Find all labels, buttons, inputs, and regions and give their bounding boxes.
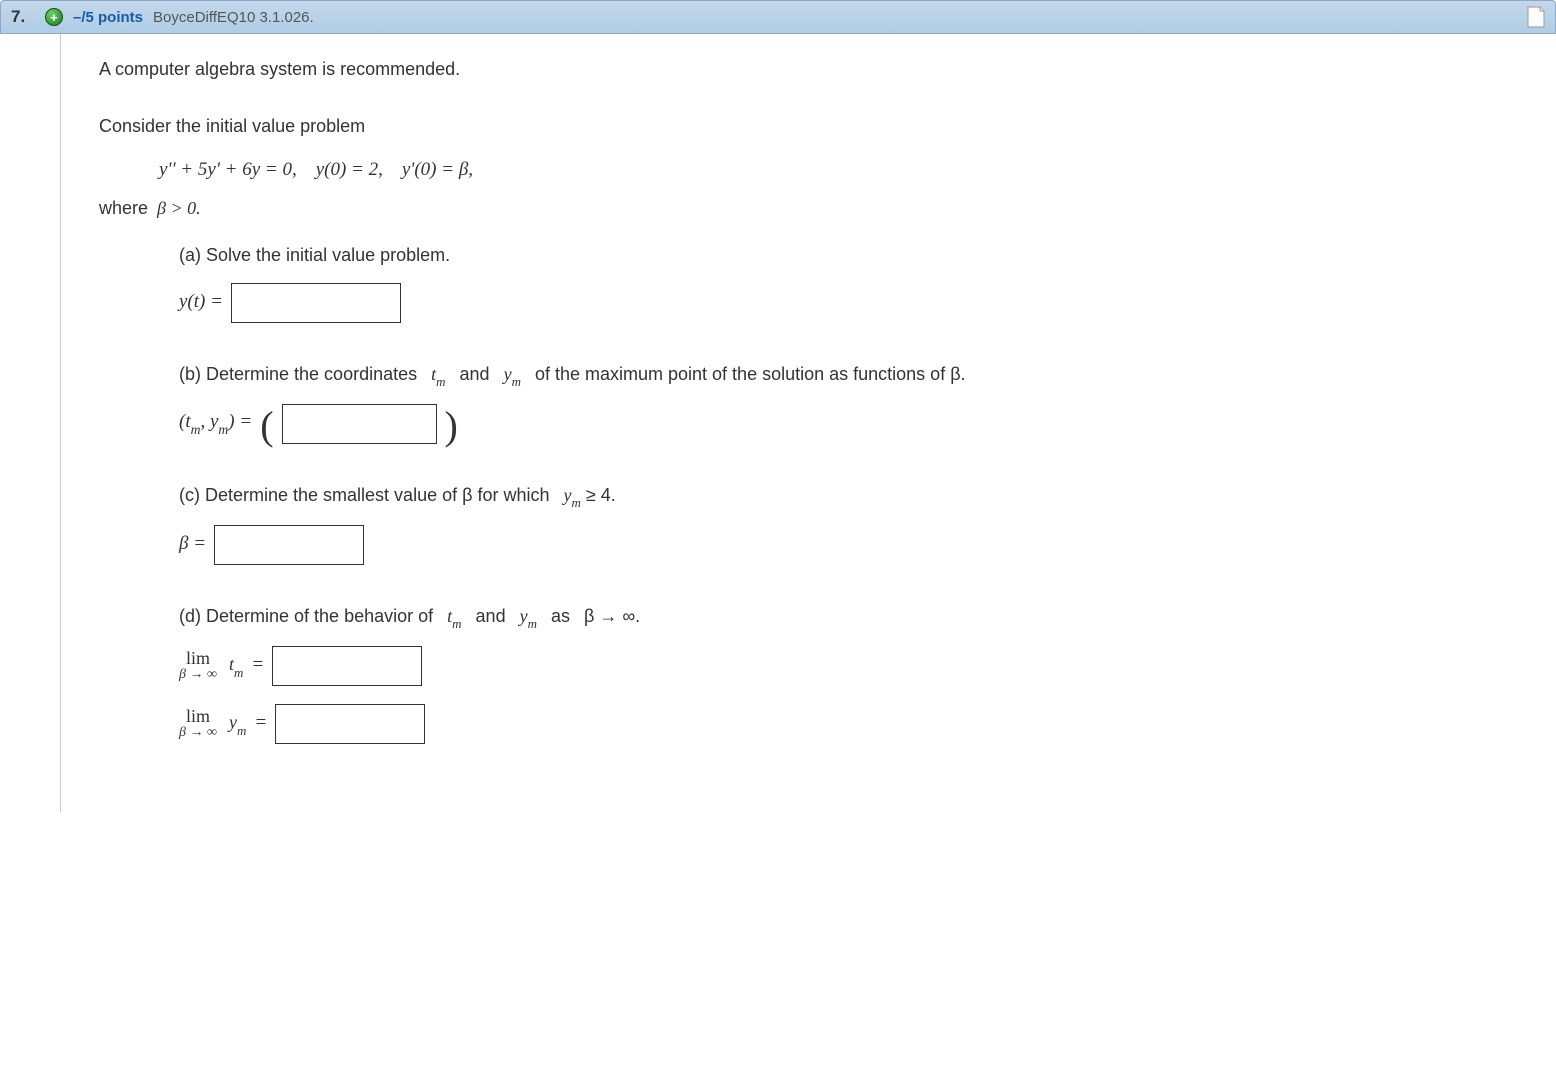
part-b-text: (b) Determine the coordinates tm and ym …: [179, 361, 1526, 390]
points-label: –/5 points: [73, 9, 143, 26]
left-paren: (: [260, 406, 273, 446]
part-c-answer: β =: [179, 525, 1526, 565]
ym-symbol-c: ym: [564, 485, 581, 505]
right-paren: ): [445, 406, 458, 446]
part-d-input-1[interactable]: [272, 646, 422, 686]
eq-2: =: [254, 709, 267, 738]
part-d: (d) Determine of the behavior of tm and …: [179, 603, 1526, 744]
part-d-post: as β → ∞.: [542, 606, 640, 626]
question-header: 7. + –/5 points BoyceDiffEQ10 3.1.026.: [0, 0, 1556, 34]
part-b-pre: (b) Determine the coordinates: [179, 364, 426, 384]
part-a-input[interactable]: [231, 283, 401, 323]
part-a-label: y(t) =: [179, 288, 223, 317]
part-d-answer-1: lim β → ∞ tm =: [179, 646, 1526, 686]
part-b: (b) Determine the coordinates tm and ym …: [179, 361, 1526, 444]
lim1-var: tm: [229, 651, 243, 680]
part-a-text: (a) Solve the initial value problem.: [179, 242, 1526, 269]
lim2-var: ym: [229, 709, 246, 738]
problem-lead: Consider the initial value problem: [99, 113, 1526, 140]
limit-1: lim β → ∞: [179, 649, 217, 683]
eq-1: =: [251, 651, 264, 680]
ym-symbol: ym: [504, 364, 521, 384]
part-d-input-2[interactable]: [275, 704, 425, 744]
part-d-text: (d) Determine of the behavior of tm and …: [179, 603, 1526, 632]
part-b-post: of the maximum point of the solution as …: [526, 364, 966, 384]
part-c: (c) Determine the smallest value of β fo…: [179, 482, 1526, 565]
part-b-label: (tm, ym) =: [179, 408, 252, 438]
part-b-input[interactable]: [282, 404, 437, 444]
where-text: where: [99, 198, 157, 218]
part-a-answer: y(t) =: [179, 283, 1526, 323]
part-a: (a) Solve the initial value problem. y(t…: [179, 242, 1526, 323]
notes-icon[interactable]: [1527, 6, 1545, 28]
assignment-code: BoyceDiffEQ10 3.1.026.: [153, 9, 314, 26]
part-d-and: and: [467, 606, 515, 626]
part-b-answer: (tm, ym) = ( ): [179, 404, 1526, 444]
part-c-label: β =: [179, 530, 206, 559]
part-d-answer-2: lim β → ∞ ym =: [179, 704, 1526, 744]
tm-symbol: tm: [431, 364, 445, 384]
part-c-pre: (c) Determine the smallest value of β fo…: [179, 485, 559, 505]
tm-symbol-d: tm: [447, 606, 461, 626]
expand-icon[interactable]: +: [45, 8, 63, 26]
intro-text: A computer algebra system is recommended…: [99, 56, 1526, 83]
question-body: A computer algebra system is recommended…: [60, 34, 1556, 812]
problem-equation: y'' + 5y' + 6y = 0, y(0) = 2, y'(0) = β,: [99, 146, 1526, 195]
part-c-input[interactable]: [214, 525, 364, 565]
part-c-text: (c) Determine the smallest value of β fo…: [179, 482, 1526, 511]
where-math: β > 0.: [157, 198, 201, 218]
part-c-post: ≥ 4.: [586, 485, 616, 505]
part-d-pre: (d) Determine of the behavior of: [179, 606, 442, 626]
limit-2: lim β → ∞: [179, 707, 217, 741]
problem-where: where β > 0.: [99, 195, 1526, 222]
question-number: 7.: [11, 7, 35, 27]
ym-symbol-d: ym: [520, 606, 537, 626]
part-b-and: and: [451, 364, 499, 384]
